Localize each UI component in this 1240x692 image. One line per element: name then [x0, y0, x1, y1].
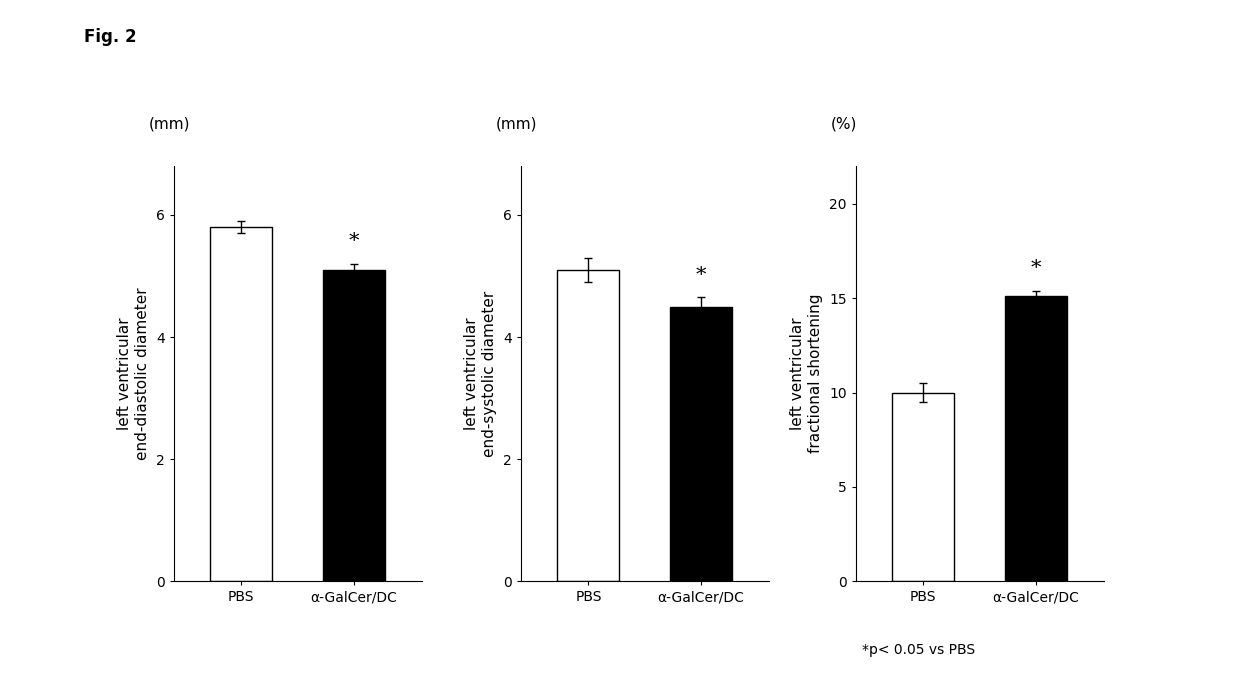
Bar: [1004, 296, 1066, 581]
Bar: [322, 270, 384, 581]
Bar: [558, 270, 620, 581]
Text: *: *: [1030, 260, 1042, 278]
Text: *: *: [348, 233, 360, 251]
Y-axis label: left ventricular
end-systolic diameter: left ventricular end-systolic diameter: [464, 291, 497, 457]
Bar: [893, 392, 955, 581]
Text: (%): (%): [831, 116, 857, 131]
Bar: [670, 307, 732, 581]
Text: *p< 0.05 vs PBS: *p< 0.05 vs PBS: [862, 644, 975, 657]
Text: Fig. 2: Fig. 2: [84, 28, 136, 46]
Text: (mm): (mm): [496, 116, 537, 131]
Y-axis label: left ventricular
end-diastolic diameter: left ventricular end-diastolic diameter: [117, 287, 150, 460]
Bar: [211, 227, 273, 581]
Text: *: *: [696, 266, 707, 285]
Text: (mm): (mm): [149, 116, 190, 131]
Y-axis label: left ventricular
fractional shortening: left ventricular fractional shortening: [790, 294, 823, 453]
